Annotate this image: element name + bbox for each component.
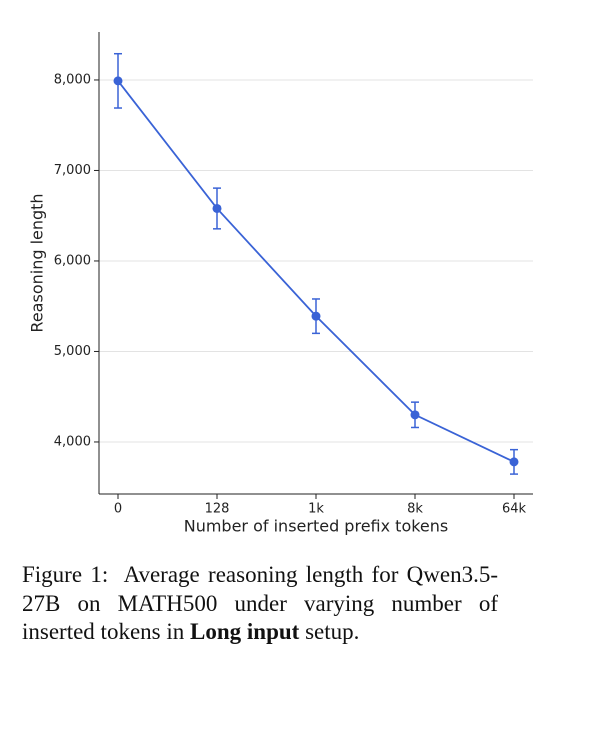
y-tick-label: 7,000 xyxy=(54,163,91,178)
point xyxy=(113,76,123,86)
y-axis-label: Reasoning length xyxy=(28,193,47,332)
point xyxy=(212,203,222,213)
line xyxy=(117,80,515,463)
caption: Figure 1: Average reasoning length for Q… xyxy=(22,561,498,647)
chart: Number of inserted prefix tokens Reasoni… xyxy=(28,32,533,536)
y-tick-label: 4,000 xyxy=(54,434,91,449)
x-tick-label: 8k xyxy=(407,502,423,517)
point xyxy=(311,311,321,321)
y-tick-label: 8,000 xyxy=(54,72,91,87)
caption-label: Figure 1: xyxy=(22,562,109,587)
y-tick-label: 6,000 xyxy=(54,253,91,268)
point xyxy=(509,457,519,467)
x-tick-label: 1k xyxy=(308,502,324,517)
x-tick-label: 64k xyxy=(502,502,527,517)
caption-end: setup. xyxy=(305,619,360,644)
y-tick-label: 5,000 xyxy=(54,344,91,359)
point xyxy=(410,410,420,420)
x-tick-label: 0 xyxy=(114,502,122,517)
x-axis-label: Number of inserted prefix tokens xyxy=(184,517,449,536)
x-tick-label: 128 xyxy=(205,502,230,517)
caption-bold: Long input xyxy=(190,619,300,644)
caption-text: Average reasoning length for Qwen3.5-27B… xyxy=(22,562,498,644)
